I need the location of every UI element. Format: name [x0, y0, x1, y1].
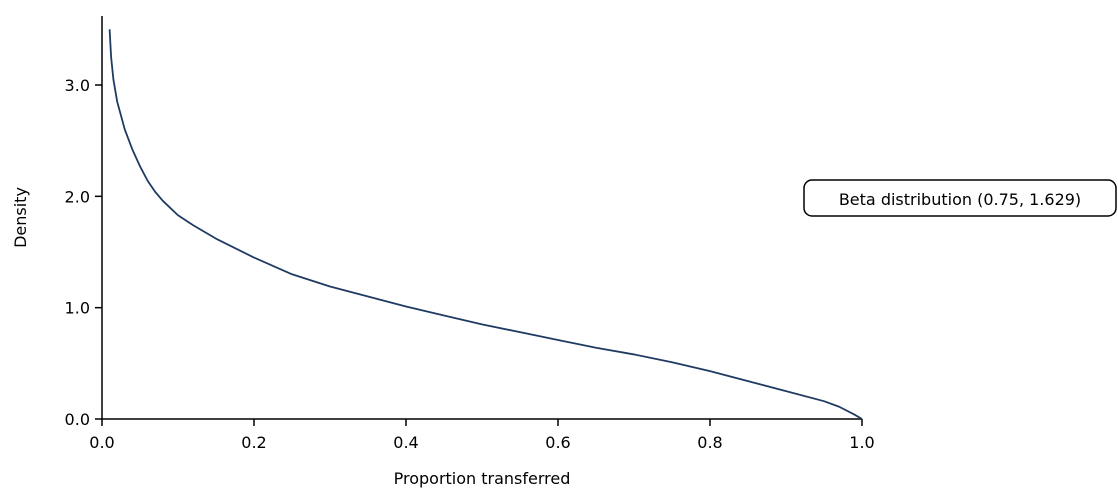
axes [101, 16, 862, 420]
x-tick-label: 1.0 [849, 433, 874, 452]
annotation-box [803, 179, 1117, 217]
x-axis-ticks: 0.0 0.2 0.4 0.6 0.8 1.0 [89, 419, 875, 452]
y-tick-label: 1.0 [65, 299, 90, 318]
annotation: Beta distribution (0.75, 1.629) [803, 179, 1117, 217]
x-tick-label: 0.6 [545, 433, 570, 452]
y-tick-label: 3.0 [65, 76, 90, 95]
y-axis-ticks: 0.0 1.0 2.0 3.0 [65, 76, 102, 429]
x-tick-label: 0.2 [241, 433, 266, 452]
y-tick-label: 2.0 [65, 187, 90, 206]
density-curve [108, 29, 863, 420]
x-tick-label: 0.4 [393, 433, 418, 452]
annotation-text: Beta distribution (0.75, 1.629) [839, 190, 1081, 209]
x-tick-label: 0.8 [697, 433, 722, 452]
series-layer [108, 29, 863, 420]
y-axis-title: Density [11, 187, 30, 248]
x-axis-title: Proportion transferred [394, 469, 571, 488]
x-tick-label: 0.0 [89, 433, 114, 452]
y-tick-label: 0.0 [65, 410, 90, 429]
